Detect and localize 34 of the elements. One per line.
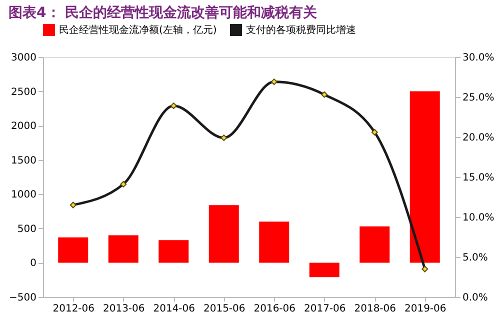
x-tick-label: 2015-06 — [203, 304, 246, 314]
y2-tick-label: 15.0% — [462, 172, 494, 184]
y-tick-label: 3000 — [11, 52, 36, 64]
y2-tick-label: 10.0% — [462, 212, 494, 224]
y2-tick-label: 5.0% — [462, 252, 488, 264]
x-tick-label: 2012-06 — [52, 304, 95, 314]
y-tick-label: 1000 — [11, 190, 36, 201]
bar — [309, 262, 340, 278]
y2-tick-label: 20.0% — [462, 132, 494, 144]
y-tick-label: 500 — [17, 224, 36, 235]
y-tick-label: 0 — [30, 258, 36, 270]
x-tick-label: 2017-06 — [304, 304, 346, 314]
bar — [410, 91, 440, 263]
legend-label: 民企经营性现金流净额(左轴，亿元) — [59, 24, 217, 36]
x-tick-label: 2018-06 — [354, 304, 396, 314]
y-tick-label: −500 — [9, 292, 36, 304]
bar — [158, 240, 189, 263]
legend-label: 支付的各项税费同比增速 — [246, 24, 356, 36]
x-tick-label: 2013-06 — [102, 304, 145, 314]
bar — [108, 235, 138, 263]
bar — [259, 222, 290, 263]
y2-tick-label: 25.0% — [462, 92, 494, 104]
x-tick-label: 2016-06 — [254, 304, 296, 314]
y-tick-label: 1500 — [11, 155, 36, 166]
y-tick-label: 2500 — [11, 86, 36, 98]
y2-tick-label: 30.0% — [462, 52, 494, 64]
chart-title: 图表4： 民企的经营性现金流改善可能和减税有关 — [8, 4, 318, 21]
y2-tick-label: 0.0% — [462, 292, 488, 304]
x-tick-label: 2019-06 — [404, 304, 446, 314]
bar — [58, 237, 88, 263]
bar — [208, 205, 239, 263]
x-tick-label: 2014-06 — [153, 304, 196, 314]
y-tick-label: 2000 — [11, 121, 36, 132]
bar — [360, 226, 390, 263]
